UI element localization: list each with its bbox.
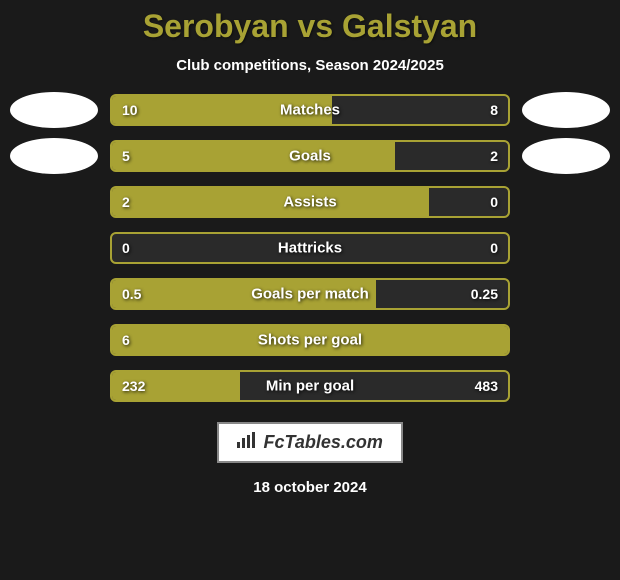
stat-value-right: 8 [490,102,498,118]
stat-row: 0 Hattricks 0 [10,232,610,264]
stat-bar: 232 Min per goal 483 [110,370,510,402]
stat-label: Goals per match [251,286,369,303]
stat-bar: 2 Assists 0 [110,186,510,218]
player-avatar-left [10,92,98,128]
stat-label: Hattricks [278,240,342,257]
stat-value-left: 5 [122,148,130,164]
stat-bar: 0 Hattricks 0 [110,232,510,264]
stat-label: Assists [283,194,336,211]
player-avatar-right [522,138,610,174]
main-container: Serobyan vs Galstyan Club competitions, … [0,0,620,580]
stat-label: Goals [289,148,331,165]
stat-value-left: 0.5 [122,286,141,302]
player-avatar-left [10,138,98,174]
stat-row: 232 Min per goal 483 [10,370,610,402]
stat-bar-fill [112,142,395,170]
stat-bar: 10 Matches 8 [110,94,510,126]
subtitle: Club competitions, Season 2024/2025 [0,57,620,74]
stat-bar-fill [112,188,429,216]
stat-bar: 5 Goals 2 [110,140,510,172]
brand-text: FcTables.com [264,432,383,452]
chart-icon [237,432,255,453]
stat-value-left: 2 [122,194,130,210]
stat-value-right: 0 [490,240,498,256]
stat-row: 10 Matches 8 [10,94,610,126]
stat-value-right: 2 [490,148,498,164]
player-avatar-right [522,92,610,128]
date-text: 18 october 2024 [0,479,620,496]
stat-row: 6 Shots per goal [10,324,610,356]
footer: FcTables.com 18 october 2024 [0,422,620,496]
stat-bar: 0.5 Goals per match 0.25 [110,278,510,310]
stat-row: 0.5 Goals per match 0.25 [10,278,610,310]
stat-label: Shots per goal [258,332,362,349]
stat-value-left: 6 [122,332,130,348]
stat-value-left: 0 [122,240,130,256]
brand-box: FcTables.com [217,422,403,463]
stat-value-left: 10 [122,102,138,118]
stat-value-left: 232 [122,378,145,394]
stat-row: 2 Assists 0 [10,186,610,218]
stat-label: Matches [280,102,340,119]
stat-label: Min per goal [266,378,354,395]
page-title: Serobyan vs Galstyan [0,8,620,45]
stats-area: 10 Matches 8 5 Goals 2 2 Assists 0 0 Hattricks 0 0.5… [0,94,620,402]
stat-bar: 6 Shots per goal [110,324,510,356]
stat-value-right: 483 [475,378,498,394]
stat-row: 5 Goals 2 [10,140,610,172]
stat-value-right: 0 [490,194,498,210]
stat-value-right: 0.25 [471,286,498,302]
